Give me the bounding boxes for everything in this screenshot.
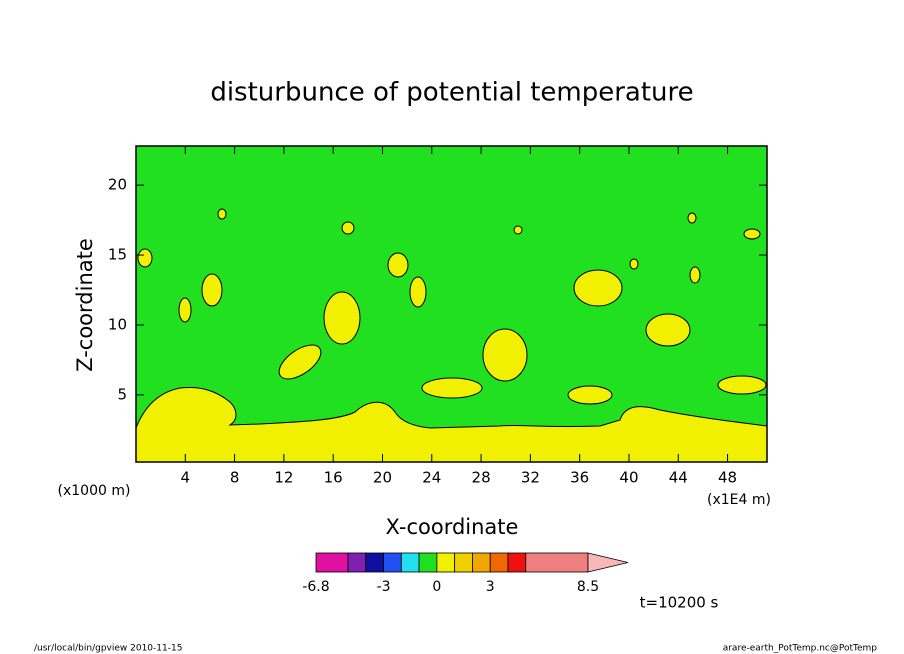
x-tick-label: 24 (422, 469, 441, 487)
x-tick-label: 4 (181, 469, 191, 487)
contour-region (217, 208, 227, 220)
y-unit-label: (x1000 m) (58, 483, 131, 499)
x-tick-label: 32 (521, 469, 540, 487)
footer-right: arare-earth_PotTemp.nc@PotTemp (723, 644, 878, 654)
contour-region (629, 258, 639, 270)
contour-region (689, 266, 701, 284)
colorbar-tick-label: 8.5 (577, 579, 599, 595)
colorbar-box (418, 552, 438, 573)
colorbar-box (400, 552, 420, 573)
contour-region (645, 313, 691, 347)
x-tick-label: 40 (619, 469, 638, 487)
contour-region (743, 228, 761, 240)
colorbar-box (365, 552, 384, 573)
y-tick-label: 20 (108, 176, 127, 194)
plot-frame (135, 145, 768, 463)
contour-region (178, 297, 192, 323)
contour-region (687, 212, 697, 224)
y-tick-label: 15 (108, 246, 127, 264)
contour-region (421, 377, 483, 399)
colorbar-tick-label: 3 (486, 579, 495, 595)
colorbar-box (315, 552, 349, 573)
contour-region (717, 375, 767, 395)
contour-region (513, 225, 523, 235)
colorbar-box (507, 552, 527, 573)
colorbar-box (383, 552, 402, 573)
x-tick-label: 12 (274, 469, 293, 487)
x-tick-label: 28 (472, 469, 491, 487)
contour-region (278, 344, 322, 380)
contour-region (201, 273, 223, 307)
contour-regions (135, 208, 768, 463)
colorbar-box (347, 552, 367, 573)
chart-title: disturbunce of potential temperature (210, 78, 693, 108)
footer-left: /usr/local/bin/gpview 2010-11-15 (34, 644, 182, 654)
contour-region (135, 387, 768, 463)
colorbar-box (436, 552, 456, 573)
y-tick-label: 5 (117, 385, 127, 403)
contour-background (136, 146, 767, 462)
x-axis-label: X-coordinate (386, 515, 519, 539)
x-tick-label: 36 (570, 469, 589, 487)
contour-region (323, 291, 361, 345)
x-tick-label: 8 (230, 469, 240, 487)
colorbar-box (472, 552, 491, 573)
colorbar-tick-label: 0 (432, 579, 441, 595)
colorbar-box (489, 552, 509, 573)
colorbar-box (525, 552, 589, 573)
colorbar-tick-label: -6.8 (302, 579, 329, 595)
contour-region (573, 269, 623, 307)
time-label: t=10200 s (640, 594, 719, 612)
contour-region (482, 328, 528, 382)
contour-region (387, 252, 409, 278)
contour-region (341, 221, 355, 235)
colorbar-extension (587, 552, 629, 573)
colorbar-box (454, 552, 473, 573)
y-tick-label: 10 (108, 315, 127, 333)
x-unit-label: (x1E4 m) (707, 492, 771, 508)
contour-region (137, 248, 153, 268)
contour-region (409, 276, 427, 308)
y-axis-label: Z-coordinate (73, 238, 97, 372)
contour-region (567, 385, 613, 405)
x-tick-label: 16 (324, 469, 343, 487)
x-tick-label: 20 (373, 469, 392, 487)
colorbar-tick-label: -3 (377, 579, 391, 595)
x-tick-label: 44 (669, 469, 688, 487)
x-tick-label: 48 (718, 469, 737, 487)
